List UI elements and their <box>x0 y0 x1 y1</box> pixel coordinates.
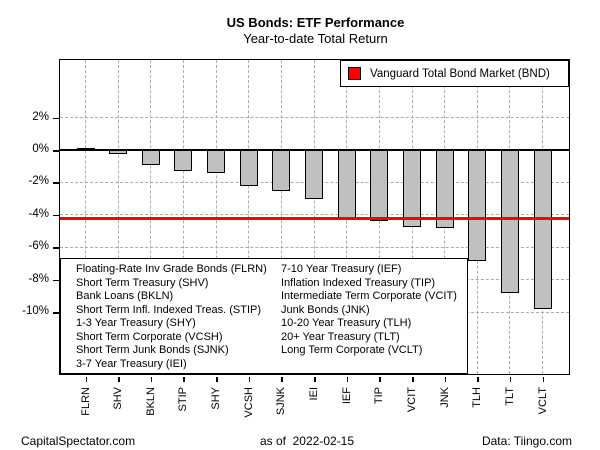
key-item: Intermediate Term Corporate (VCIT) <box>281 290 457 302</box>
x-tick-label-SHY: SHY <box>210 387 223 410</box>
horizontal-gridline <box>60 246 569 248</box>
x-tick-label-STIP: STIP <box>177 387 190 412</box>
chart-subtitle: Year-to-date Total Return <box>243 31 388 46</box>
footer-source-left: CapitalSpectator.com <box>21 434 136 448</box>
key-item: 3-7 Year Treasury (IEI) <box>76 357 187 370</box>
bar-TIP <box>370 150 389 222</box>
bar-VCSH <box>239 150 258 187</box>
x-tick <box>444 377 447 382</box>
x-tick <box>216 377 218 382</box>
bar-BKLN <box>141 150 160 166</box>
horizontal-gridline <box>60 214 569 216</box>
plot-area: Vanguard Total Bond Market (BND) Floatin… <box>59 59 570 375</box>
bar-IEI <box>305 150 324 200</box>
x-tick <box>183 377 185 382</box>
x-tick-label-TIP: TIP <box>373 387 386 405</box>
x-tick-label-FLRN: FLRN <box>79 387 92 416</box>
legend-box: Vanguard Total Bond Market (BND) <box>340 60 569 87</box>
footer-as-of-date: as of 2022-02-15 <box>259 434 355 448</box>
key-item: Long Term Corporate (VCLT) <box>281 344 423 356</box>
footer-data-source: Data: Tiingo.com <box>481 434 572 448</box>
bar-VCIT <box>403 150 421 227</box>
bar-TLH <box>468 150 487 261</box>
key-item: Short Term Corporate (VCSH) <box>76 330 223 343</box>
y-tick-label: 2% <box>32 110 49 123</box>
bar-VCLT <box>533 150 552 309</box>
y-tick-label: -2% <box>28 175 49 188</box>
bar-IEF <box>337 150 356 220</box>
y-tick-label: -8% <box>28 272 49 285</box>
x-tick <box>379 377 381 382</box>
x-tick-label-SJNK: SJNK <box>275 387 288 416</box>
etf-key-box: Floating-Rate Inv Grade Bonds (FLRN) Shor… <box>60 258 468 374</box>
bar-STIP <box>174 150 193 172</box>
x-tick <box>509 377 512 382</box>
y-tick-label: 0% <box>32 143 49 155</box>
key-item: Bank Loans (BKLN) <box>76 290 174 302</box>
key-item: Short Term Treasury (SHV) <box>76 276 209 289</box>
legend-red-square-icon <box>348 67 361 80</box>
y-tick-label: -10% <box>22 305 49 317</box>
x-tick-label-BKLN: BKLN <box>144 387 157 416</box>
key-item: 10-20 Year Treasury (TLH) <box>281 317 412 329</box>
bar-SJNK <box>272 150 291 191</box>
key-item: Floating-Rate Inv Grade Bonds (FLRN) <box>76 263 267 275</box>
x-tick-label-SHV: SHV <box>112 387 125 410</box>
x-tick <box>85 377 87 382</box>
key-item: 7-10 Year Treasury (IEF) <box>281 263 402 275</box>
x-tick <box>248 377 251 382</box>
x-tick-label-VCIT: VCIT <box>406 387 418 413</box>
x-tick <box>314 377 316 382</box>
bar-TLT <box>500 150 519 293</box>
x-tick-label-TLH: TLH <box>471 387 484 408</box>
x-tick-label-VCLT: VCLT <box>536 387 549 415</box>
x-tick <box>150 377 153 382</box>
x-tick <box>477 377 479 382</box>
x-tick-label-TLT: TLT <box>503 387 516 406</box>
y-tick-label: -6% <box>28 240 49 253</box>
x-tick <box>281 377 283 382</box>
x-tick <box>412 377 414 382</box>
x-tick-label-VCSH: VCSH <box>242 387 255 418</box>
x-tick-label-JNK: JNK <box>438 387 451 408</box>
key-item: 1-3 Year Treasury (SHY) <box>76 317 196 329</box>
bar-SHY <box>207 150 226 174</box>
x-tick <box>346 377 349 382</box>
x-tick-label-IEI: IEI <box>308 387 321 401</box>
bnd-reference-line <box>60 216 569 220</box>
key-item: Junk Bonds (JNK) <box>281 303 370 316</box>
y-tick-label: -4% <box>28 207 49 220</box>
key-column-right: 7-10 Year Treasury (IEF) Inflation Indexe… <box>281 263 457 358</box>
x-tick <box>542 377 545 382</box>
key-item: Inflation Indexed Treasury (TIP) <box>281 276 436 289</box>
legend-label: Vanguard Total Bond Market (BND) <box>370 67 550 80</box>
x-tick <box>118 377 120 382</box>
horizontal-gridline <box>60 117 569 119</box>
chart-title: US Bonds: ETF Performance <box>226 15 405 30</box>
key-column-left: Floating-Rate Inv Grade Bonds (FLRN) Shor… <box>76 263 267 371</box>
key-item: Short Term Infl. Indexed Treas. (STIP) <box>76 303 262 316</box>
key-item: 20+ Year Treasury (TLT) <box>281 330 400 343</box>
zero-axis-line <box>60 149 569 151</box>
x-tick-label-IEF: IEF <box>340 387 353 405</box>
key-item: Short Term Junk Bonds (SJNK) <box>76 344 229 356</box>
